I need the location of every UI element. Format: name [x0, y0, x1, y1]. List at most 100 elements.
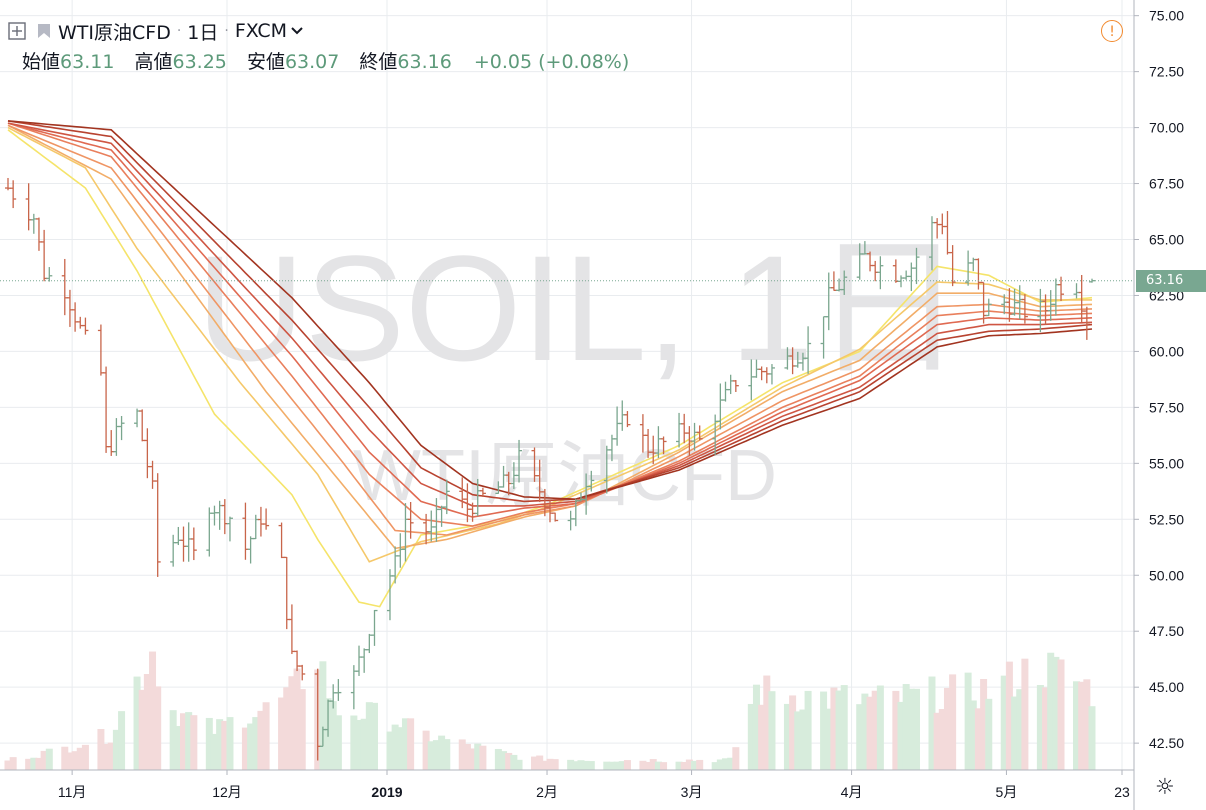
y-tick-label: 67.50	[1149, 176, 1184, 192]
time-axis[interactable]: 11月 12月 2019 2月 3月 4月 5月 23	[58, 770, 1130, 800]
volume-bar	[820, 691, 828, 770]
volume-bar	[732, 747, 740, 770]
volume-bar	[9, 757, 17, 770]
volume-bar	[515, 759, 523, 770]
volume-bar	[112, 729, 120, 770]
volume-bar	[205, 717, 213, 770]
chevron-down-icon[interactable]	[290, 26, 304, 36]
volume-bar	[969, 700, 977, 770]
volume-bar	[685, 759, 693, 770]
volume-bar	[133, 676, 141, 770]
volume-bar	[696, 759, 704, 770]
high-value: 63.25	[172, 51, 227, 73]
volume-bar	[897, 701, 905, 770]
watermark: USOIL, 1日 WTI原油CFD	[197, 224, 964, 516]
volume-bar	[892, 690, 900, 770]
volume-bar	[241, 727, 249, 770]
symbol-name[interactable]: WTI原油CFD	[58, 21, 171, 44]
volume-bar	[856, 704, 864, 770]
volume-bar	[386, 731, 394, 770]
volume-bar	[799, 709, 807, 770]
volume-bar	[727, 757, 735, 770]
volume-bar	[1078, 681, 1086, 770]
ohlc-legend: 始値63.11 高値63.25 安値63.07 終値63.16 +0.05 (+…	[22, 47, 629, 74]
volume-bar	[61, 746, 69, 770]
volume-bar	[577, 760, 585, 770]
volume-bar	[603, 761, 611, 770]
y-tick-label: 47.50	[1149, 623, 1184, 639]
y-tick-label: 60.00	[1149, 343, 1184, 359]
price-axis[interactable]: 75.0072.5070.0067.5065.0062.5060.0057.50…	[1134, 8, 1184, 751]
flag-icon[interactable]	[36, 22, 52, 40]
header-separator: ·	[224, 23, 229, 39]
volume-bar	[789, 695, 797, 770]
volume-bar	[974, 708, 982, 770]
volume-bar	[1016, 689, 1024, 770]
volume-bar	[329, 701, 337, 770]
volume-bar	[370, 702, 378, 770]
settings-gear-icon[interactable]: ☼	[1155, 775, 1175, 800]
current-price-label: 63.16	[1136, 269, 1206, 292]
volume-bar	[118, 711, 126, 770]
open-label: 始値	[22, 51, 61, 73]
volume-bar	[1052, 656, 1060, 770]
volume-bar	[180, 713, 188, 770]
volume-bar	[443, 739, 451, 770]
volume-bar	[747, 703, 755, 770]
volume-bar	[912, 688, 920, 770]
volume-bar	[262, 702, 270, 770]
low-label: 安値	[246, 51, 285, 73]
volume-bar	[871, 690, 879, 770]
volume-bar	[618, 761, 626, 770]
volume-bar	[360, 718, 368, 770]
close-value: 63.16	[397, 51, 452, 73]
volume-bar	[804, 690, 812, 770]
ema-line	[7, 120, 1093, 501]
volume-bar	[654, 761, 662, 770]
volume-bar	[546, 758, 554, 770]
volume-bar	[107, 742, 115, 770]
watermark-main: USOIL, 1日	[197, 224, 964, 392]
high-label: 高値	[134, 51, 173, 73]
x-tick-label: 11月	[58, 784, 87, 800]
volume-bar	[190, 715, 198, 770]
volume-bar	[536, 755, 544, 770]
volume-bars	[4, 651, 1096, 770]
volume-bar	[933, 712, 941, 770]
alert-icon[interactable]: !	[1101, 20, 1123, 42]
expand-icon[interactable]	[8, 22, 26, 40]
volume-bar	[928, 676, 936, 770]
volume-bar	[716, 759, 724, 770]
exchange-label[interactable]: FXCM	[234, 20, 288, 42]
volume-bar	[469, 748, 477, 770]
x-tick-label: 4月	[841, 784, 863, 800]
volume-bar	[541, 760, 549, 770]
volume-bar	[644, 761, 652, 770]
volume-bar	[247, 723, 255, 770]
volume-bar	[458, 739, 466, 770]
volume-bar	[391, 724, 399, 770]
volume-bar	[551, 759, 559, 770]
y-tick-label: 52.50	[1149, 511, 1184, 527]
y-tick-label: 55.00	[1149, 455, 1184, 471]
volume-bar	[608, 761, 616, 770]
volume-bar	[210, 733, 218, 770]
x-tick-label: 23	[1114, 784, 1130, 800]
volume-bar	[1005, 661, 1013, 770]
volume-bar	[510, 754, 518, 770]
volume-bar	[319, 661, 327, 770]
volume-bar	[949, 674, 957, 770]
volume-bar	[783, 703, 791, 770]
volume-bar	[840, 685, 848, 770]
y-tick-label: 50.00	[1149, 567, 1184, 583]
header-separator: ·	[176, 23, 182, 39]
y-tick-label: 57.50	[1149, 399, 1184, 415]
interval-label[interactable]: 1日	[187, 21, 219, 44]
y-tick-label: 42.50	[1149, 735, 1184, 751]
volume-bar	[680, 762, 688, 770]
volume-bar	[876, 685, 884, 770]
volume-bar	[252, 717, 260, 770]
volume-bar	[283, 687, 291, 770]
volume-bar	[45, 748, 53, 770]
